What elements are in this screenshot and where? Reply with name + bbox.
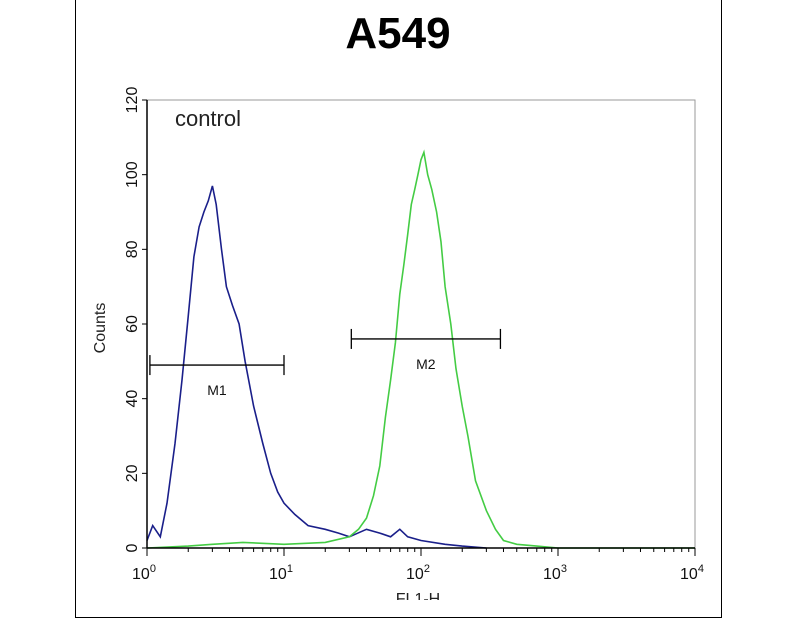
marker-layer: M1 M2 (149, 328, 502, 398)
x-tick-label: 104 (680, 563, 704, 583)
axis-layer: 0 20 40 60 80 100 120 100 101 102 103 104 control (124, 87, 704, 583)
x-tick-label: 101 (269, 563, 293, 583)
series-line-2 (146, 149, 695, 549)
y-tick-label: 80 (124, 240, 141, 258)
y-tick-label: 40 (124, 390, 141, 408)
y-tick-label: 20 (124, 464, 141, 482)
x-axis-label: FL1-H (396, 591, 440, 600)
y-axis-label: Counts (92, 303, 109, 354)
plot-area (146, 99, 696, 549)
chart-svg: A549 M1 M2 0 20 40 60 80 100 120 100 101 102 103 104… (92, 9, 704, 600)
x-tick-label: 103 (543, 563, 567, 583)
chart-title: A549 (345, 9, 450, 58)
x-tick-label: 100 (132, 563, 156, 583)
y-tick-label: 0 (124, 543, 141, 552)
y-tick-label: 60 (124, 315, 141, 333)
y-tick-label: 100 (124, 161, 141, 188)
marker-m2: M2 (350, 328, 502, 372)
marker-m1: M1 (149, 355, 285, 398)
x-tick-label: 102 (406, 563, 430, 583)
series-line-1 (146, 185, 487, 549)
marker-label: M1 (207, 382, 227, 398)
y-tick-label: 120 (124, 87, 141, 114)
marker-label: M2 (416, 356, 436, 372)
series-layer (146, 149, 695, 549)
annotation-control: control (175, 106, 241, 131)
